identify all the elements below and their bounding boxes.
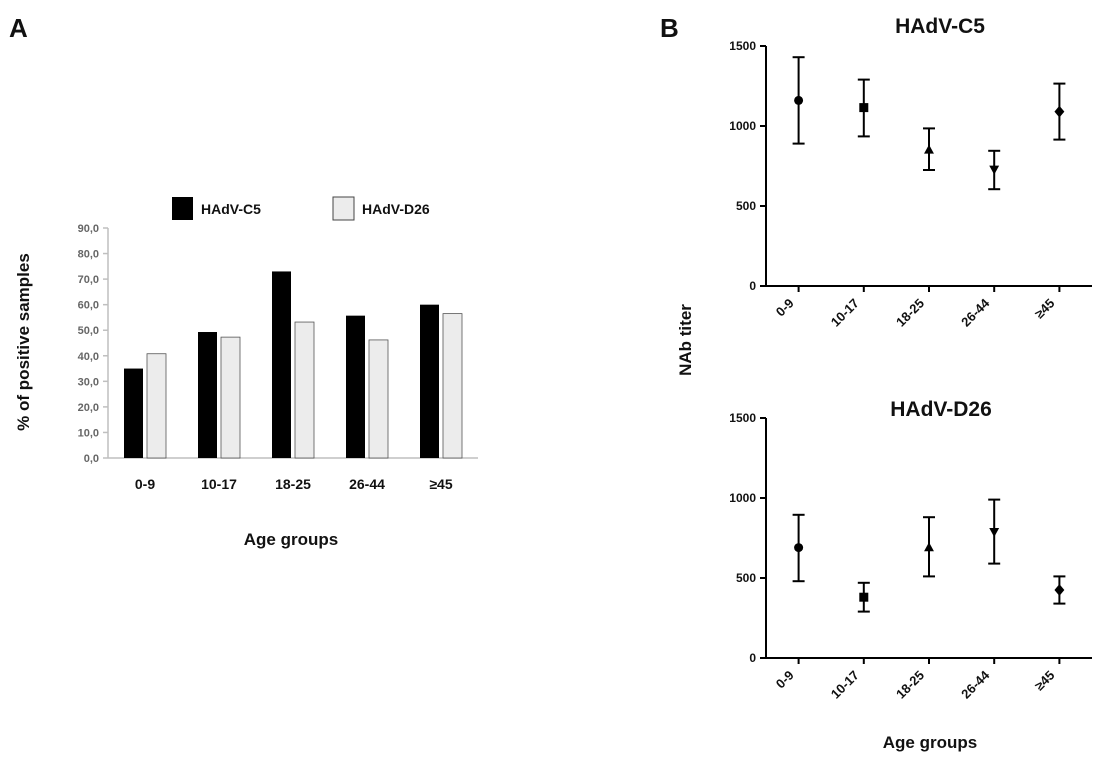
hadv-d26-x-tick-label: 18-25 — [893, 668, 927, 702]
bar-chart-x-axis-label: Age groups — [244, 530, 338, 549]
chart-title-hadv-d26: HAdV-D26 — [890, 398, 992, 421]
bar-hadv-d26-ge45 — [442, 313, 463, 459]
bar-hadv-c5-ge45 — [420, 304, 439, 458]
bar-hadv-d26-18-25 — [294, 321, 315, 459]
bar-chart-y-tick-label: 80,0 — [78, 249, 99, 261]
point-hadv-d26-ge45 — [1054, 584, 1065, 596]
bar-hadv-d26-10-17 — [220, 336, 241, 459]
point-hadv-c5-10-17 — [859, 103, 869, 113]
hadv-c5-x-tick-label: 18-25 — [893, 296, 927, 330]
hadv-c5-x-tick-label: 26-44 — [958, 295, 993, 330]
bar-chart-positive-samples: HAdV-C5 HAdV-D26 % of positive samples A… — [14, 196, 478, 549]
point-hadv-c5-ge45 — [1054, 105, 1065, 118]
bar-hadv-c5-26-44 — [346, 315, 365, 458]
hadv-c5-y-tick-label: 500 — [736, 199, 756, 213]
hadv-d26-x-tick-label: 0-9 — [773, 668, 797, 692]
bar-chart-x-tick-label: ≥45 — [429, 476, 452, 492]
point-hadv-d26-0-9 — [794, 543, 804, 553]
panel-b-letter: B — [660, 13, 679, 43]
nab-titer-y-axis-label: NAb titer — [676, 304, 695, 376]
bar-hadv-c5-10-17 — [198, 332, 217, 458]
chart-title-hadv-c5: HAdV-C5 — [895, 15, 985, 38]
point-hadv-c5-26-44 — [989, 165, 1000, 175]
bar-chart-x-tick-label: 0-9 — [135, 476, 155, 492]
bar-hadv-d26-26-44 — [368, 339, 389, 459]
hadv-d26-x-tick-label: ≥45 — [1032, 668, 1058, 694]
bar-chart-x-tick-label: 10-17 — [201, 476, 237, 492]
panel-a-letter: A — [9, 13, 28, 43]
legend-label-hadv-d26: HAdV-D26 — [362, 201, 430, 217]
legend-swatch-hadv-d26 — [332, 196, 355, 221]
bar-chart-y-tick-label: 10,0 — [78, 427, 99, 439]
point-hadv-d26-18-25 — [924, 542, 934, 552]
bar-chart-y-tick-label: 70,0 — [78, 274, 99, 286]
bar-chart-x-tick-label: 26-44 — [349, 476, 385, 492]
bar-chart-y-tick-label: 20,0 — [78, 402, 99, 414]
bar-hadv-c5-18-25 — [272, 271, 291, 458]
point-hadv-c5-0-9 — [794, 95, 804, 105]
hadv-d26-x-tick-label: 26-44 — [958, 667, 993, 702]
hadv-c5-y-tick-label: 0 — [749, 279, 756, 293]
bar-chart-y-tick-label: 30,0 — [78, 376, 99, 388]
bar-chart-x-tick-label: 18-25 — [275, 476, 311, 492]
point-hadv-c5-18-25 — [924, 144, 934, 154]
bar-chart-y-tick-label: 0,0 — [84, 453, 99, 465]
bar-chart-y-tick-label: 90,0 — [78, 223, 99, 235]
bar-hadv-d26-0-9 — [146, 353, 167, 459]
bar-hadv-c5-0-9 — [124, 368, 143, 458]
legend-swatch-hadv-c5 — [172, 197, 193, 220]
point-hadv-d26-26-44 — [989, 528, 1000, 537]
point-hadv-d26-10-17 — [859, 592, 869, 602]
hadv-d26-y-tick-label: 1000 — [729, 491, 756, 505]
hadv-d26-y-tick-label: 500 — [736, 571, 756, 585]
nab-titer-chart-hadv-c5: HAdV-C5 NAb titer 0 500 1000 1500 0-9 10-17 18… — [676, 15, 1092, 376]
legend-label-hadv-c5: HAdV-C5 — [201, 201, 261, 217]
hadv-d26-x-tick-label: 10-17 — [828, 668, 862, 702]
bar-chart-legend: HAdV-C5 HAdV-D26 — [172, 196, 430, 221]
bar-chart-y-axis-label: % of positive samples — [14, 253, 33, 431]
nab-titer-x-axis-label: Age groups — [883, 733, 977, 752]
hadv-c5-x-tick-label: 0-9 — [773, 296, 797, 320]
hadv-c5-x-tick-label: 10-17 — [828, 296, 862, 330]
bar-chart-y-tick-label: 40,0 — [78, 351, 99, 363]
bar-chart-y-tick-label: 60,0 — [78, 300, 99, 312]
nab-titer-chart-hadv-d26: HAdV-D26 Age groups 0 500 1000 1500 0-9 10-17… — [729, 398, 1092, 752]
hadv-c5-y-tick-label: 1000 — [729, 119, 756, 133]
hadv-c5-x-tick-label: ≥45 — [1032, 296, 1058, 322]
bar-chart-y-tick-label: 50,0 — [78, 325, 99, 337]
hadv-c5-y-tick-label: 1500 — [729, 39, 756, 53]
hadv-d26-y-tick-label: 1500 — [729, 411, 756, 425]
hadv-d26-y-tick-label: 0 — [749, 651, 756, 665]
